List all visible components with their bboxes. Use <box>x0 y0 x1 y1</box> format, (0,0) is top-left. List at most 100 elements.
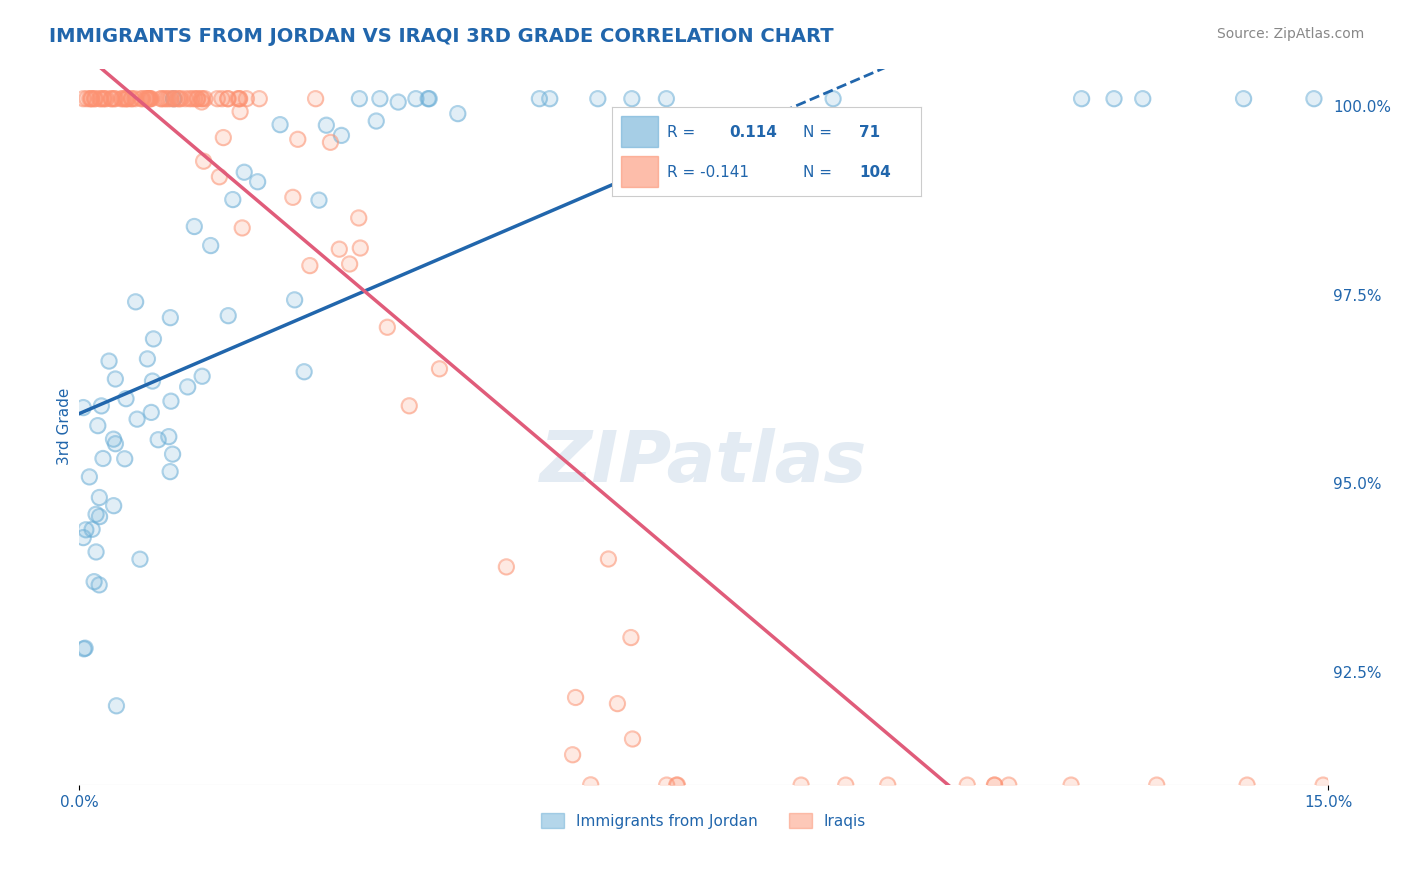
Point <box>956 778 979 792</box>
Point <box>115 392 138 406</box>
Point <box>79 92 101 106</box>
Point <box>93 92 115 106</box>
Point <box>129 552 152 566</box>
Point <box>246 175 269 189</box>
Point <box>319 136 342 150</box>
Point <box>72 401 94 415</box>
Point <box>135 92 157 106</box>
Point <box>75 641 97 656</box>
Point <box>136 92 159 106</box>
Point <box>139 92 162 106</box>
Point <box>1236 778 1258 792</box>
Point <box>339 257 361 271</box>
Point <box>135 92 157 106</box>
Point <box>150 92 173 106</box>
Point <box>235 92 257 106</box>
Point <box>1132 92 1154 106</box>
Point <box>304 92 326 106</box>
Y-axis label: 3rd Grade: 3rd Grade <box>58 388 72 466</box>
Point <box>98 354 121 368</box>
Point <box>115 92 138 106</box>
Point <box>89 578 111 592</box>
Point <box>121 92 143 106</box>
Point <box>823 92 845 106</box>
Point <box>217 92 239 106</box>
Point <box>983 778 1005 792</box>
Point <box>157 92 180 106</box>
Point <box>104 436 127 450</box>
Point <box>1070 92 1092 106</box>
Point <box>246 175 269 189</box>
Point <box>183 92 205 106</box>
Point <box>84 92 107 106</box>
Point <box>82 522 104 536</box>
Point <box>429 361 451 376</box>
Point <box>606 697 628 711</box>
Point <box>103 92 125 106</box>
Point <box>163 92 186 106</box>
Point <box>91 451 114 466</box>
Text: ZIPatlas: ZIPatlas <box>540 428 868 497</box>
Point <box>666 778 689 792</box>
Point <box>790 778 813 792</box>
Point <box>418 92 440 106</box>
Point <box>72 531 94 545</box>
Point <box>398 399 420 413</box>
Point <box>115 92 138 106</box>
Point <box>79 470 101 484</box>
Point <box>157 92 180 106</box>
Point <box>1070 92 1092 106</box>
Point <box>141 92 163 106</box>
Point <box>349 92 371 106</box>
Point <box>375 320 398 334</box>
Point <box>193 154 215 169</box>
Point <box>80 92 103 106</box>
Point <box>155 92 177 106</box>
Point <box>418 92 440 106</box>
Point <box>136 351 159 366</box>
Point <box>564 690 586 705</box>
Point <box>183 219 205 234</box>
Point <box>1236 778 1258 792</box>
Point <box>104 436 127 450</box>
Point <box>167 92 190 106</box>
Point <box>621 731 644 746</box>
Point <box>231 221 253 235</box>
Point <box>217 309 239 323</box>
Point <box>339 257 361 271</box>
Point <box>447 106 470 120</box>
Point <box>76 92 98 106</box>
Point <box>666 778 689 792</box>
Point <box>91 451 114 466</box>
Point <box>176 380 198 394</box>
Point <box>319 136 342 150</box>
Point <box>124 92 146 106</box>
Point <box>94 92 117 106</box>
Point <box>75 641 97 656</box>
Point <box>138 92 160 106</box>
Point <box>269 118 291 132</box>
Point <box>328 242 350 256</box>
Point <box>835 778 858 792</box>
Point <box>155 92 177 106</box>
Point <box>561 747 583 762</box>
Point <box>174 92 197 106</box>
Point <box>89 92 111 106</box>
Point <box>179 92 201 106</box>
Point <box>405 92 427 106</box>
Point <box>117 92 139 106</box>
Point <box>148 433 170 447</box>
Point <box>418 92 440 106</box>
Text: 71: 71 <box>859 125 880 139</box>
Point <box>83 92 105 106</box>
Point <box>183 219 205 234</box>
Point <box>1303 92 1326 106</box>
Point <box>135 92 157 106</box>
Point <box>190 92 212 106</box>
Point <box>150 92 173 106</box>
Point <box>269 118 291 132</box>
Point <box>207 92 229 106</box>
Point <box>287 132 309 146</box>
Point <box>212 130 235 145</box>
Point <box>157 430 180 444</box>
